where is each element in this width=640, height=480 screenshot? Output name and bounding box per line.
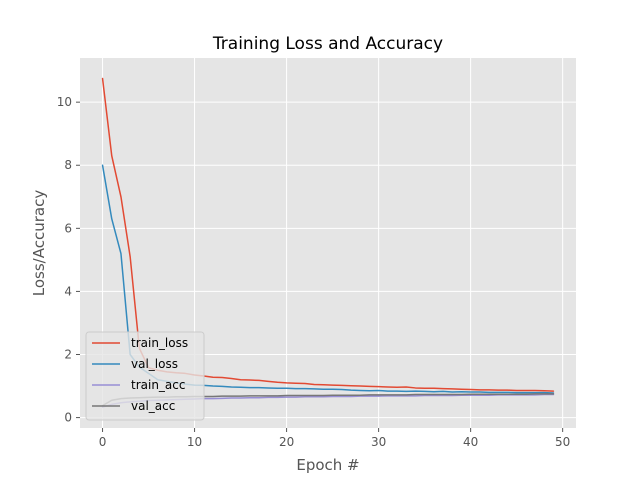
tick-labels: 0 10 20 30 40 50 0 2 4 6 8 10 <box>57 95 571 449</box>
y-tick-label: 8 <box>64 158 72 172</box>
x-tick-label: 40 <box>463 435 478 449</box>
legend: train_loss val_loss train_acc val_acc <box>85 331 205 421</box>
legend-label-train-acc: train_acc <box>131 378 185 392</box>
x-tick-label: 20 <box>279 435 294 449</box>
legend-label-val-acc: val_acc <box>131 399 175 413</box>
x-tick-label: 0 <box>99 435 107 449</box>
x-axis-title: Epoch # <box>296 456 359 474</box>
y-axis-title: Loss/Accuracy <box>30 190 48 297</box>
chart-title: Training Loss and Accuracy <box>212 34 443 54</box>
y-tick-label: 6 <box>64 221 72 235</box>
x-tick-label: 10 <box>187 435 202 449</box>
y-tick-label: 0 <box>64 411 72 425</box>
y-tick-label: 2 <box>64 348 72 362</box>
x-tick-label: 50 <box>555 435 570 449</box>
x-tick-label: 30 <box>371 435 386 449</box>
legend-box <box>85 331 205 421</box>
y-tick-label: 4 <box>64 284 72 298</box>
legend-label-train-loss: train_loss <box>131 336 188 350</box>
legend-label-val-loss: val_loss <box>131 357 178 371</box>
y-tick-label: 10 <box>57 95 72 109</box>
